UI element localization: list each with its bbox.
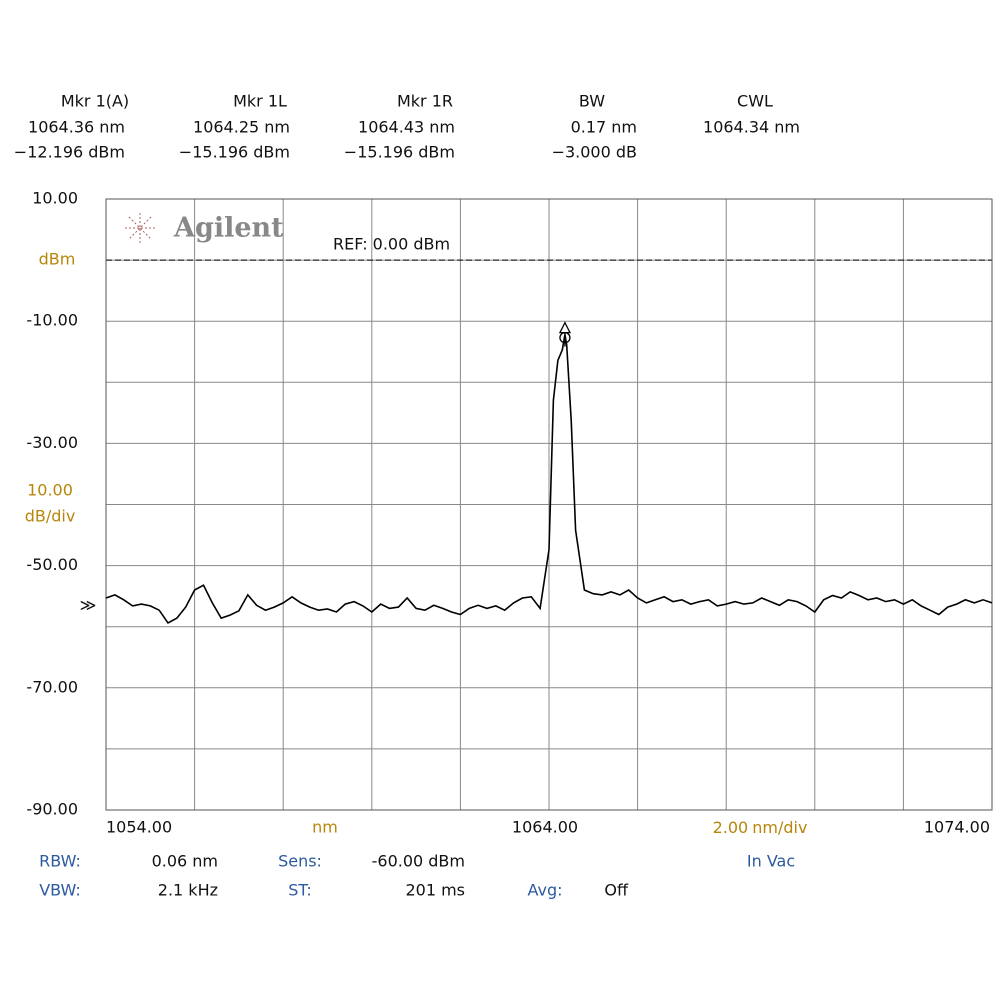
setting-value: Off	[604, 881, 629, 900]
setting-value: 0.06 nm	[152, 852, 218, 871]
y-tick-label: -30.00	[26, 433, 78, 452]
marker-name: CWL	[737, 92, 773, 111]
marker-value: 1064.43 nm	[358, 118, 455, 137]
y-div-unit: dB/div	[25, 507, 76, 526]
marker-name: Mkr 1R	[397, 92, 453, 111]
setting-label: VBW:	[39, 881, 81, 900]
x-tick-label: 1064.00	[512, 818, 578, 837]
y-tick-label: 10.00	[32, 189, 78, 208]
setting-label: ST:	[288, 881, 312, 900]
setting-label: Avg:	[527, 881, 562, 900]
sens-marker: ≫	[80, 596, 97, 615]
setting-label: RBW:	[39, 852, 81, 871]
reference-label: REF: 0.00 dBm	[333, 235, 450, 254]
agilent-logo-icon	[125, 213, 155, 243]
marker-value: 1064.36 nm	[28, 118, 125, 137]
setting-value: -60.00 dBm	[372, 852, 465, 871]
marker-name: Mkr 1L	[233, 92, 287, 111]
y-tick-label: -90.00	[26, 800, 78, 819]
x-unit: nm	[312, 818, 338, 837]
marker-value: −3.000 dB	[552, 143, 637, 162]
peak-marker-ring	[559, 331, 571, 344]
x-tick-label: 1054.00	[106, 818, 172, 837]
marker-name: BW	[579, 92, 605, 111]
y-unit: dBm	[39, 250, 76, 269]
x-div-part: nm/div	[752, 818, 807, 837]
y-tick-label: -70.00	[26, 677, 78, 696]
trace	[105, 334, 993, 625]
setting-value: 201 ms	[405, 881, 465, 900]
x-tick-label: 1074.00	[924, 818, 990, 837]
marker-value: 1064.34 nm	[703, 118, 800, 137]
setting-value: 2.1 kHz	[158, 881, 218, 900]
marker-value: 0.17 nm	[571, 118, 637, 137]
marker-value: −15.196 dBm	[344, 143, 455, 162]
x-div-part: 2.00	[713, 818, 749, 837]
plot-frame	[105, 198, 993, 811]
marker-name: Mkr 1(A)	[61, 92, 129, 111]
y-div: 10.00	[27, 481, 73, 500]
marker-value: −15.196 dBm	[179, 143, 290, 162]
y-tick-label: -10.00	[26, 311, 78, 330]
marker-value: −12.196 dBm	[14, 143, 125, 162]
marker-value: 1064.25 nm	[193, 118, 290, 137]
footer-note: In Vac	[747, 852, 795, 871]
brand: Agilent	[173, 213, 284, 244]
setting-label: Sens:	[278, 852, 322, 871]
y-tick-label: -50.00	[26, 555, 78, 574]
x-div: 2.00 nm/div	[713, 818, 808, 837]
